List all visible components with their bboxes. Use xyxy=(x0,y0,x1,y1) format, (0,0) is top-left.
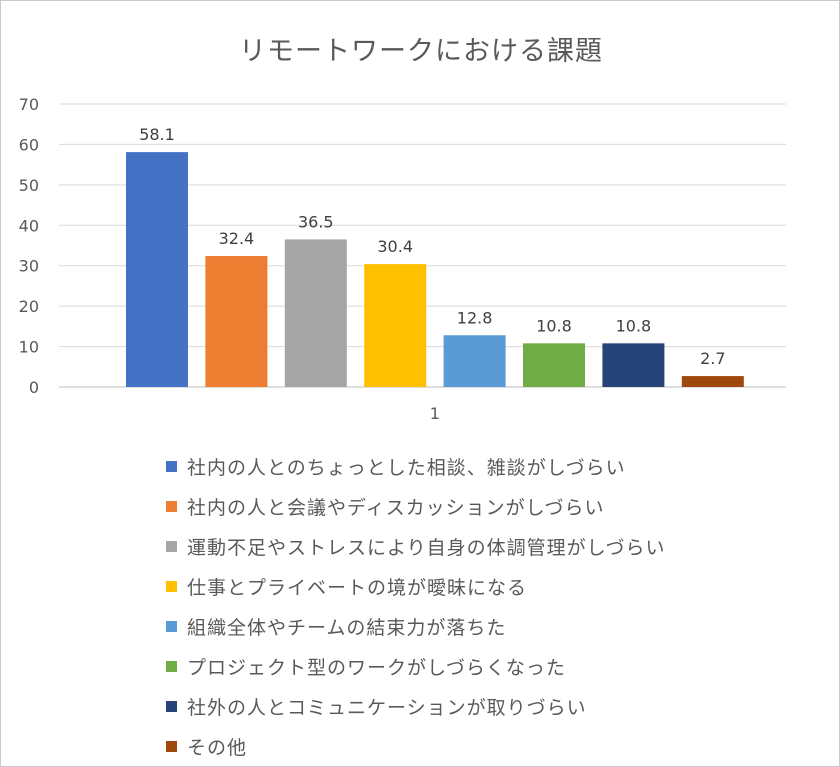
y-tick-label: 60 xyxy=(19,135,39,154)
data-label: 10.8 xyxy=(536,316,572,335)
legend-item: その他 xyxy=(166,726,665,766)
chart-plot-area: 0 10 20 30 40 50 60 70 58.1 32.4 36.5 30.4 12.8 10.8 1… xyxy=(19,95,786,423)
legend-item: プロジェクト型のワークがしづらくなった xyxy=(166,646,665,686)
y-tick-label: 40 xyxy=(19,216,39,235)
legend-swatch xyxy=(166,460,177,472)
data-label: 36.5 xyxy=(298,212,334,231)
bar xyxy=(681,376,744,387)
bar xyxy=(602,343,665,387)
data-label: 2.7 xyxy=(700,349,725,368)
data-label: 12.8 xyxy=(457,308,493,327)
legend-label: プロジェクト型のワークがしづらくなった xyxy=(187,656,566,679)
bar xyxy=(523,343,585,387)
y-tick-label: 0 xyxy=(29,378,39,397)
legend-label: 仕事とプライベートの境が曖昧になる xyxy=(187,576,528,599)
bar xyxy=(284,239,347,387)
chart-legend: 社内の人とのちょっとした相談、雑談がしづらい 社内の人と会議やディスカッションがし… xyxy=(166,446,665,766)
y-tick-label: 20 xyxy=(19,297,39,316)
data-label: 30.4 xyxy=(377,237,413,256)
data-label: 10.8 xyxy=(616,316,652,335)
legend-item: 運動不足やストレスにより自身の体調管理がしづらい xyxy=(166,526,665,566)
bar xyxy=(126,152,188,387)
bar xyxy=(443,335,506,387)
y-tick-label: 50 xyxy=(19,176,39,195)
legend-swatch xyxy=(166,740,177,752)
legend-item: 仕事とプライベートの境が曖昧になる xyxy=(166,566,665,606)
legend-swatch xyxy=(166,580,177,592)
legend-item: 社内の人とのちょっとした相談、雑談がしづらい xyxy=(166,446,665,486)
legend-item: 社内の人と会議やディスカッションがしづらい xyxy=(166,486,665,526)
legend-label: その他 xyxy=(187,736,248,759)
legend-swatch xyxy=(166,700,177,712)
data-label: 32.4 xyxy=(219,229,255,248)
legend-label: 組織全体やチームの結束力が落ちた xyxy=(187,616,507,639)
y-tick-label: 70 xyxy=(19,95,39,114)
y-tick-label: 30 xyxy=(19,257,39,276)
legend-swatch xyxy=(166,620,177,632)
legend-swatch xyxy=(166,540,177,552)
bar xyxy=(364,264,427,387)
legend-label: 社外の人とコミュニケーションが取りづらい xyxy=(187,696,587,719)
chart-title: リモートワークにおける課題 xyxy=(239,36,603,67)
bar xyxy=(205,256,268,387)
legend-item: 社外の人とコミュニケーションが取りづらい xyxy=(166,686,665,726)
x-tick-label: 1 xyxy=(430,404,440,423)
legend-label: 運動不足やストレスにより自身の体調管理がしづらい xyxy=(187,536,666,559)
legend-label: 社内の人と会議やディスカッションがしづらい xyxy=(187,496,605,519)
y-tick-label: 10 xyxy=(19,338,39,357)
legend-swatch xyxy=(166,500,177,512)
legend-swatch xyxy=(166,660,177,672)
legend-item: 組織全体やチームの結束力が落ちた xyxy=(166,606,665,646)
legend-label: 社内の人とのちょっとした相談、雑談がしづらい xyxy=(187,456,626,479)
data-label: 58.1 xyxy=(139,125,175,144)
